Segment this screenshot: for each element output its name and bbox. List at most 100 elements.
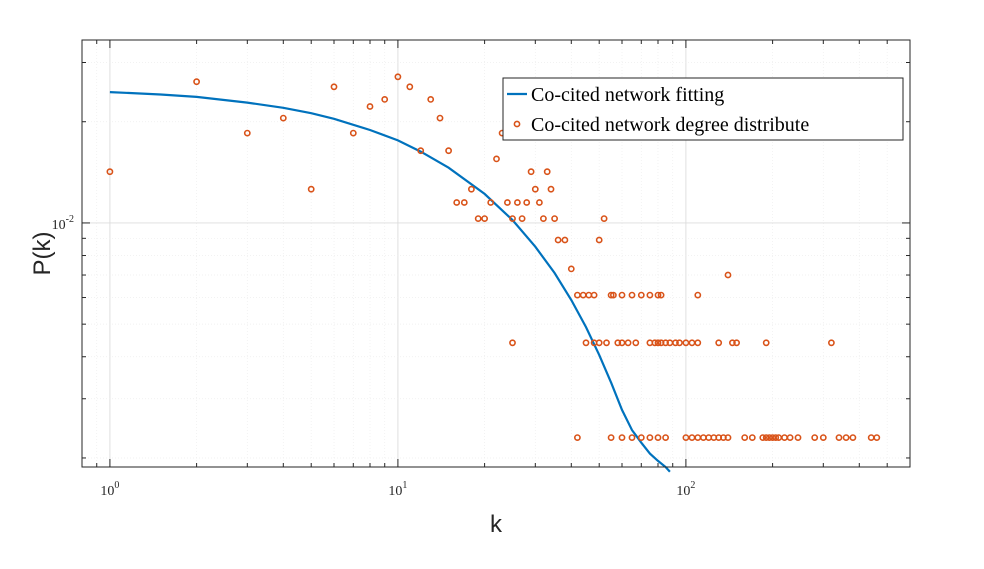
data-point	[646, 434, 654, 441]
legend-label-fitting: Co-cited network fitting	[531, 84, 724, 106]
data-point	[436, 114, 444, 122]
data-point	[748, 434, 756, 441]
data-point	[811, 434, 819, 441]
data-point	[551, 215, 558, 222]
data-point	[637, 291, 645, 299]
data-point	[682, 434, 690, 441]
data-point	[769, 434, 776, 441]
data-point	[540, 215, 547, 222]
data-point	[657, 291, 665, 299]
tick-labels: 100 101 102 10-2	[52, 214, 696, 499]
data-point	[574, 434, 581, 441]
data-point	[676, 339, 683, 347]
data-point	[842, 434, 850, 441]
data-point	[819, 434, 827, 441]
data-point	[595, 236, 603, 244]
data-point	[493, 155, 500, 163]
x-axis-label: k	[490, 511, 503, 538]
x-tick-label: 100	[100, 480, 119, 499]
data-point	[786, 434, 794, 441]
data-point	[646, 291, 654, 299]
data-point	[590, 291, 598, 299]
data-point	[607, 291, 615, 299]
data-point	[349, 129, 357, 137]
data-point	[682, 339, 690, 347]
data-point	[637, 434, 645, 441]
data-point	[662, 434, 669, 441]
data-point	[632, 339, 640, 347]
data-point	[509, 215, 516, 222]
data-point	[624, 339, 632, 347]
data-point	[618, 291, 626, 299]
data-point	[628, 291, 636, 299]
data-point	[561, 236, 569, 244]
data-point	[762, 434, 770, 441]
axes-frame	[81, 39, 911, 468]
legend: Co-cited network fitting Co-cited networ…	[502, 77, 904, 141]
data-point	[654, 291, 662, 299]
data-point	[279, 114, 287, 122]
data-point	[654, 339, 662, 347]
data-point	[381, 96, 389, 103]
scatter-points	[106, 73, 881, 441]
data-point	[518, 215, 526, 222]
data-point	[600, 215, 608, 222]
data-point	[514, 199, 521, 206]
grid-lines	[81, 40, 911, 467]
data-point	[307, 185, 315, 193]
data-point	[607, 434, 615, 441]
y-tick-label: 10-2	[52, 214, 74, 233]
data-point	[662, 339, 669, 347]
data-point	[729, 339, 736, 347]
data-point	[724, 434, 732, 441]
data-point	[536, 199, 543, 206]
data-point	[614, 339, 622, 347]
data-point	[394, 73, 402, 81]
data-point	[610, 291, 617, 299]
data-point	[715, 339, 723, 347]
data-point	[445, 147, 452, 155]
data-point	[481, 215, 488, 222]
data-point	[772, 434, 780, 441]
y-axis-label: P(k)	[29, 232, 56, 276]
legend-marker-swatch	[513, 120, 521, 128]
data-point	[759, 434, 767, 441]
data-point	[618, 434, 626, 441]
data-point	[366, 103, 374, 110]
data-point	[503, 199, 511, 206]
data-point	[741, 434, 749, 441]
data-point	[835, 434, 843, 441]
data-point	[460, 199, 468, 206]
data-point	[828, 339, 835, 347]
data-point	[547, 185, 555, 193]
data-point	[417, 147, 425, 155]
data-point	[849, 434, 857, 441]
axis-ticks	[81, 40, 911, 467]
data-point	[582, 339, 590, 347]
data-point	[243, 129, 251, 137]
data-point	[453, 199, 461, 206]
data-point	[595, 339, 603, 347]
data-point	[794, 434, 802, 441]
data-point	[567, 265, 575, 273]
data-point	[724, 271, 732, 279]
data-point	[523, 199, 531, 206]
data-point	[618, 339, 626, 347]
legend-label-distribution: Co-cited network degree distribute	[531, 114, 809, 136]
data-point	[873, 434, 881, 441]
data-point	[427, 96, 435, 103]
data-point	[694, 339, 702, 347]
data-point	[487, 199, 495, 206]
legend-box	[502, 77, 904, 141]
data-point	[733, 339, 740, 347]
x-tick-label: 102	[676, 480, 695, 499]
data-point	[554, 236, 562, 244]
data-point	[406, 83, 414, 91]
data-point	[762, 339, 770, 347]
data-point	[531, 185, 539, 193]
data-point	[694, 291, 702, 299]
data-point	[672, 339, 679, 347]
data-point	[509, 339, 516, 347]
